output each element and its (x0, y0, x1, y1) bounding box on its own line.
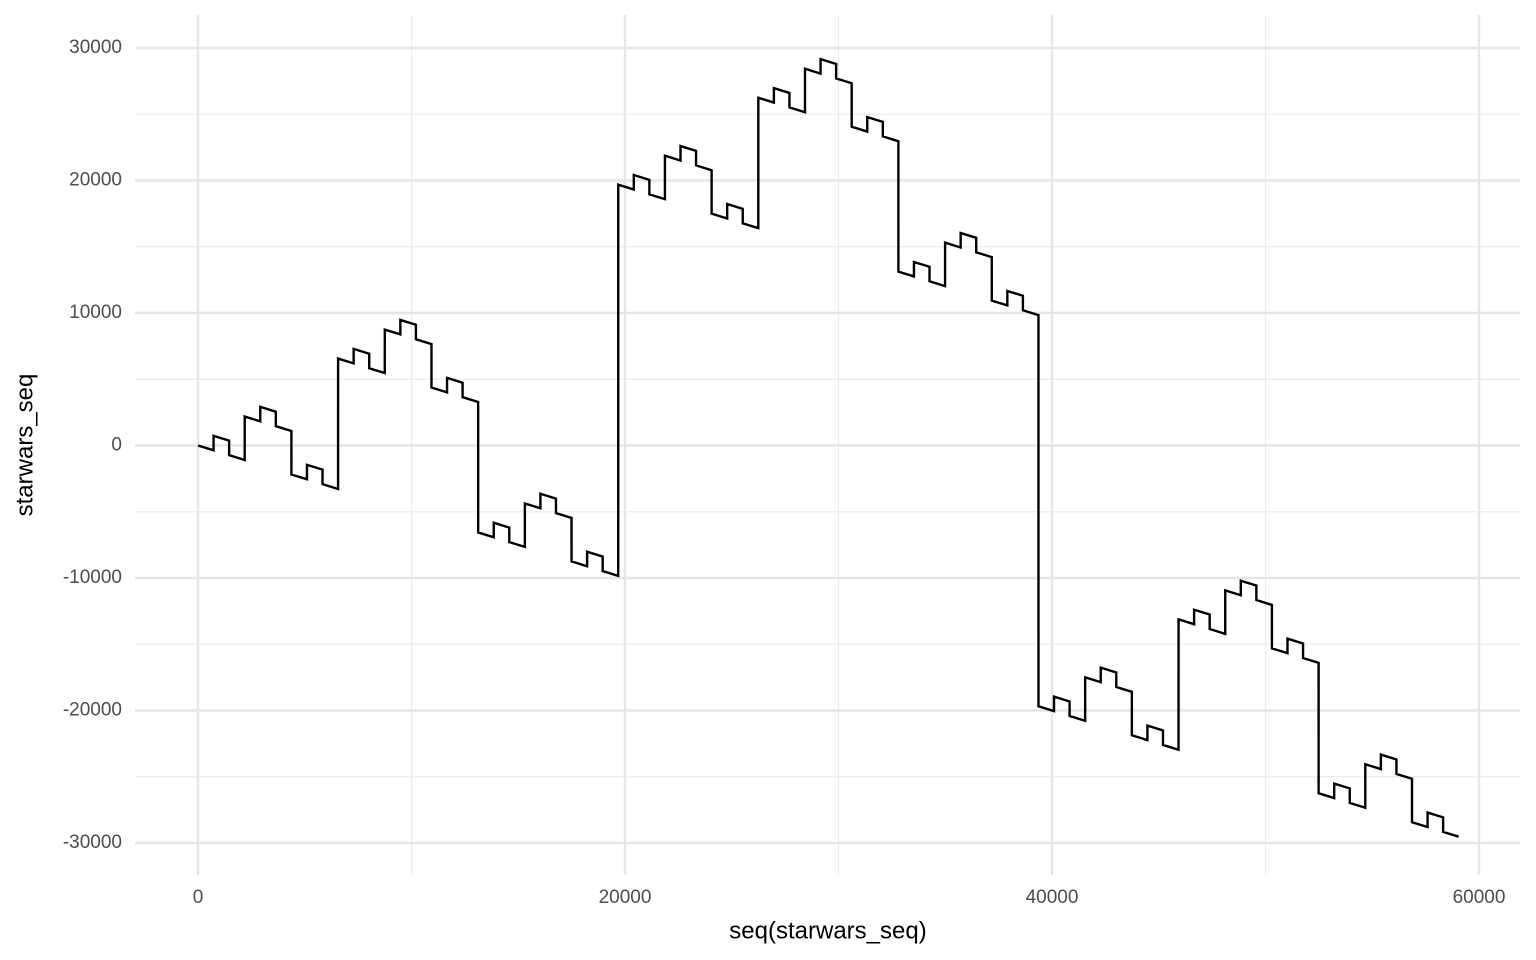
series-line (197, 57, 1460, 838)
x-tick-label: 40000 (1026, 887, 1079, 908)
x-tick-label: 0 (193, 887, 204, 908)
grid (135, 15, 1520, 875)
y-tick-label: 30000 (69, 37, 122, 58)
x-tick-label: 20000 (599, 887, 652, 908)
x-tick-label: 60000 (1453, 887, 1506, 908)
y-tick-label: 0 (111, 435, 122, 456)
y-tick-label: 20000 (69, 170, 122, 191)
y-tick-label: -30000 (63, 832, 122, 853)
y-axis-title: starwars_seq (11, 374, 38, 517)
y-tick-label: -20000 (63, 700, 122, 721)
x-axis-title: seq(starwars_seq) (729, 917, 926, 944)
y-tick-label: 10000 (69, 302, 122, 323)
y-tick-label: -10000 (63, 567, 122, 588)
